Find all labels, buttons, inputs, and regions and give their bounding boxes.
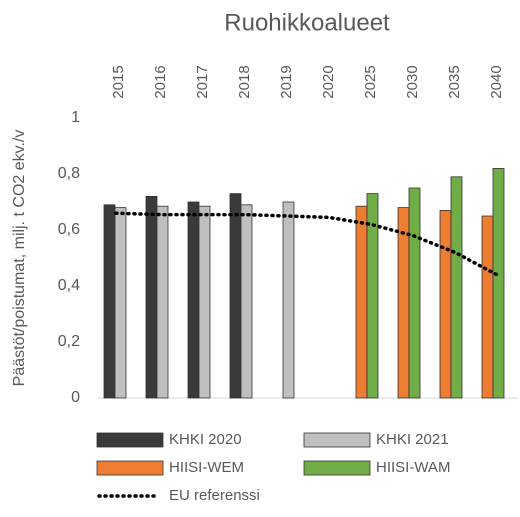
x-tick-label: 2018 — [236, 65, 253, 98]
bar — [240, 204, 253, 399]
legend-label: HIISI-WEM — [169, 459, 244, 476]
x-tick-label: 2035 — [446, 65, 463, 98]
y-tick-label: 0 — [71, 389, 80, 406]
bar — [198, 205, 211, 399]
bar — [439, 209, 452, 399]
bar — [450, 176, 463, 399]
bar — [282, 201, 295, 399]
y-tick-label: 0,2 — [58, 333, 80, 350]
bar — [114, 207, 127, 399]
bar — [145, 195, 158, 399]
x-tick-label: 2015 — [110, 65, 127, 98]
legend-label: KHKI 2020 — [169, 431, 242, 448]
bar — [397, 207, 410, 399]
x-tick-label: 2040 — [488, 65, 505, 98]
legend-swatch — [303, 460, 371, 476]
x-tick-label: 2017 — [194, 65, 211, 98]
y-tick-label: 1 — [71, 109, 80, 126]
bar — [408, 187, 421, 399]
x-tick-label: 2019 — [278, 65, 295, 98]
y-tick-label: 0,4 — [58, 277, 80, 294]
y-tick-label: 0,8 — [58, 165, 80, 182]
bar — [103, 204, 116, 399]
legend-swatch — [303, 432, 371, 448]
y-axis-title: Päästöt/poistumat, milj. t CO2 ekv./v — [11, 130, 28, 387]
bar — [355, 205, 368, 399]
y-tick-label: 0,6 — [58, 221, 80, 238]
x-tick-label: 2025 — [362, 65, 379, 98]
legend-label: EU referenssi — [169, 487, 260, 504]
legend-label: KHKI 2021 — [376, 431, 449, 448]
line — [114, 211, 499, 277]
bar — [492, 167, 505, 399]
bar — [187, 201, 200, 399]
bar — [229, 193, 242, 399]
bar — [481, 215, 494, 399]
legend-swatch — [96, 432, 164, 448]
bar — [156, 205, 169, 399]
bar — [366, 193, 379, 399]
legend-swatch — [96, 460, 164, 476]
legend-label: HIISI-WAM — [376, 459, 450, 476]
chart-title: Ruohikkoalueet — [224, 9, 390, 36]
x-tick-label: 2020 — [320, 65, 337, 98]
x-tick-label: 2030 — [404, 65, 421, 98]
x-tick-label: 2016 — [152, 65, 169, 98]
